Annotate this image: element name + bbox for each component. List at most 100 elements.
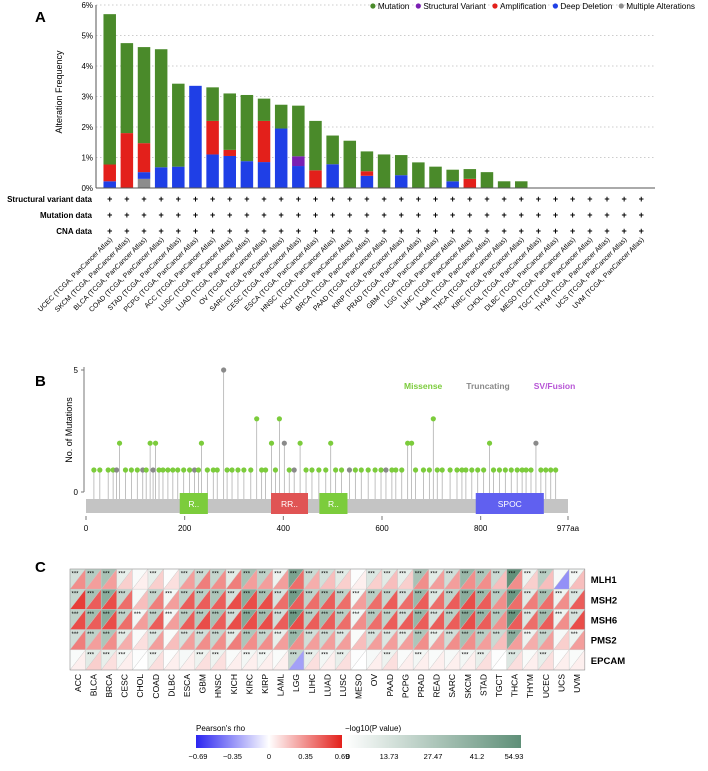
significance-mark: *** — [415, 632, 423, 638]
significance-mark: *** — [540, 652, 548, 658]
availability-mark: + — [484, 194, 489, 204]
missense-mutation — [272, 467, 279, 473]
bar-segment-mutation — [429, 166, 442, 188]
significance-mark: *** — [259, 632, 267, 638]
missense-mutation — [323, 467, 329, 473]
significance-mark: *** — [103, 572, 111, 578]
availability-row-label: Structural variant data — [7, 195, 92, 204]
significance-mark: *** — [368, 612, 376, 618]
protein-position-ticks: 0 200 400 600 800 977aa — [84, 516, 580, 533]
missense-mutation — [454, 467, 460, 473]
cancer-column-label: UCS — [556, 674, 566, 692]
gene-row-label: MSH2 — [591, 595, 617, 606]
mutations-y-tick-labels: 05 — [74, 366, 84, 497]
truncating-mutation — [281, 440, 287, 446]
significance-mark: *** — [524, 632, 532, 638]
availability-mark: + — [296, 194, 301, 204]
significance-mark: *** — [415, 572, 423, 578]
missense-mutation — [297, 440, 303, 446]
availability-mark: + — [639, 194, 644, 204]
correlation-heatmap: *** *** *** *** *** *** *** *** *** *** *** *** *** *… — [69, 568, 586, 671]
cancer-column-label: UCEC — [541, 674, 551, 698]
missense-mutation — [268, 440, 275, 446]
mutations-axis-label: No. of Mutations — [64, 397, 74, 463]
significance-mark: *** — [430, 612, 438, 618]
significance-mark: *** — [493, 632, 501, 638]
p-tick-label: 0 — [346, 752, 350, 761]
legend-swatch — [415, 3, 421, 9]
significance-mark: *** — [462, 652, 470, 658]
domain-label: SPOC — [498, 499, 522, 509]
x-tick-label: 200 — [178, 524, 192, 533]
missense-mutation — [412, 467, 419, 473]
x-tick-label: 400 — [277, 524, 291, 533]
significance-mark: *** — [352, 612, 360, 618]
missense-mutation — [352, 467, 358, 473]
legend-label: Deep Deletion — [560, 2, 612, 11]
significance-mark: *** — [150, 592, 158, 598]
missense-mutation — [490, 467, 497, 473]
missense-mutation — [434, 467, 440, 473]
missense-mutation — [519, 467, 525, 473]
significance-mark: *** — [181, 612, 189, 618]
p-tick-label: 54.93 — [505, 752, 524, 761]
bar-segment-deep-deletion — [103, 181, 116, 188]
availability-mark: + — [433, 226, 438, 236]
heatmap-row-labels: MLH1 MSH2 MSH6 PMS2 EPCAM — [591, 575, 625, 667]
bar-segment-mutation — [394, 155, 408, 176]
rho-tick-label: 0 — [267, 752, 271, 761]
significance-mark: *** — [243, 652, 251, 658]
missense-mutation — [210, 467, 216, 473]
cancer-column-label: LGG — [291, 674, 301, 692]
availability-mark: + — [399, 226, 404, 236]
availability-mark: + — [227, 226, 232, 236]
cancer-column-label: STAD — [478, 674, 488, 696]
significance-mark: *** — [165, 592, 173, 598]
significance-mark: *** — [290, 572, 298, 578]
heatmap-border — [69, 568, 586, 671]
significance-mark: *** — [524, 592, 532, 598]
truncating-mutation — [383, 467, 389, 473]
missense-mutation — [508, 467, 514, 473]
availability-mark: + — [159, 210, 164, 220]
significance-mark: *** — [368, 572, 376, 578]
missense-mutation — [393, 467, 399, 473]
rho-scale-label: Pearson's rho — [196, 724, 246, 733]
bar-segment-deep-deletion — [360, 175, 374, 188]
legend-swatch — [370, 3, 376, 9]
significance-mark: *** — [228, 572, 236, 578]
cancer-column-label: MESO — [354, 674, 364, 699]
domain-r — [319, 493, 348, 514]
availability-mark: + — [176, 210, 181, 220]
domain-label: R.. — [328, 499, 339, 509]
availability-mark: + — [159, 194, 164, 204]
cancer-column-label: THYM — [525, 674, 535, 698]
significance-mark: *** — [493, 612, 501, 618]
significance-mark: *** — [430, 592, 438, 598]
cancer-column-label: KIRC — [244, 674, 254, 694]
significance-mark: *** — [462, 612, 470, 618]
significance-mark: *** — [306, 612, 314, 618]
bar-segment-amplification — [257, 120, 271, 163]
significance-mark: *** — [540, 592, 548, 598]
availability-mark: + — [622, 226, 627, 236]
x-tick-label: 0 — [84, 524, 89, 533]
truncating-mutation — [113, 467, 120, 473]
missense-mutation — [214, 467, 220, 473]
legend-swatch — [618, 3, 624, 9]
availability-mark: + — [399, 210, 404, 220]
missense-mutation — [538, 467, 544, 473]
bar-segment-mutation — [206, 87, 219, 121]
availability-mark: + — [604, 194, 609, 204]
availability-mark: + — [193, 210, 198, 220]
cancer-column-label: KICH — [229, 674, 239, 694]
availability-mark: + — [330, 194, 335, 204]
significance-mark: *** — [508, 612, 516, 618]
significance-mark: *** — [72, 572, 80, 578]
significance-mark: *** — [181, 632, 189, 638]
missense-mutation — [134, 467, 140, 473]
availability-mark: + — [364, 194, 369, 204]
missense-mutation — [204, 467, 210, 473]
availability-mark: + — [399, 194, 404, 204]
